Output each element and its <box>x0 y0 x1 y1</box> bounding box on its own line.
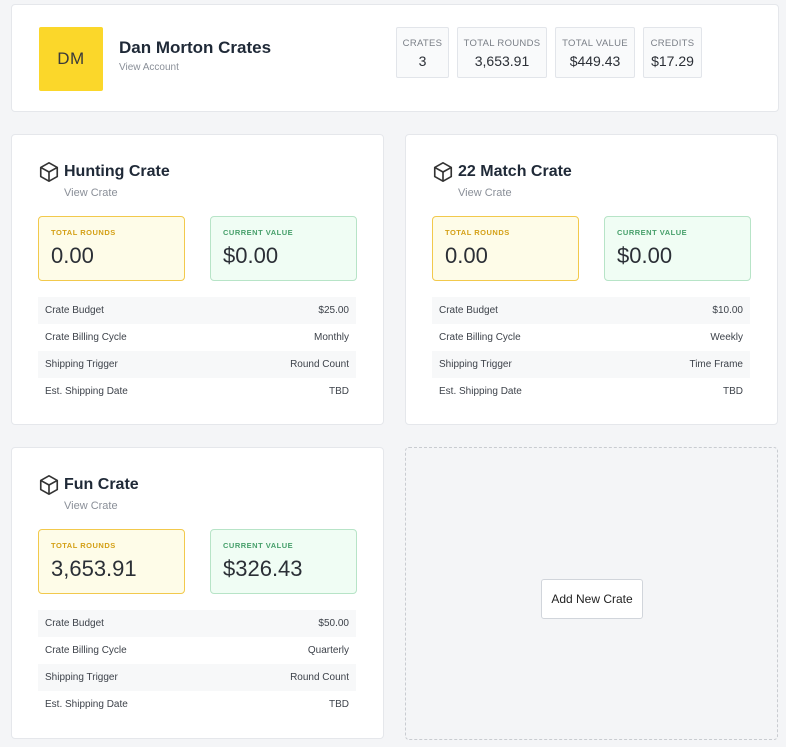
crate-title: 22 Match Crate <box>458 163 572 180</box>
detail-row: Est. Shipping Date TBD <box>38 691 356 718</box>
detail-row: Shipping Trigger Round Count <box>38 351 356 378</box>
current-value-box: CURRENT VALUE $326.43 <box>210 529 357 594</box>
crate-title-row: 22 Match Crate <box>432 161 572 183</box>
metric-label: CURRENT VALUE <box>617 228 688 237</box>
total-rounds-box: TOTAL ROUNDS 0.00 <box>38 216 185 281</box>
metric-value: $0.00 <box>617 243 673 268</box>
crate-details: Crate Budget $50.00 Crate Billing Cycle Qu… <box>38 610 356 718</box>
stat-label: TOTAL VALUE <box>562 38 628 49</box>
detail-label: Crate Billing Cycle <box>45 332 127 343</box>
detail-label: Crate Billing Cycle <box>45 645 127 656</box>
metric-label: TOTAL ROUNDS <box>445 228 510 237</box>
account-name: Dan Morton Crates <box>119 38 272 57</box>
metric-label: TOTAL ROUNDS <box>51 228 116 237</box>
detail-value: Quarterly <box>307 645 349 656</box>
detail-row: Est. Shipping Date TBD <box>432 378 750 405</box>
add-crate-slot: Add New Crate <box>405 447 778 740</box>
detail-row: Crate Billing Cycle Quarterly <box>38 637 356 664</box>
detail-value: Weekly <box>710 332 743 343</box>
crate-title-row: Hunting Crate <box>38 161 170 183</box>
metric-value: $0.00 <box>223 243 279 268</box>
view-crate-link[interactable]: View Crate <box>64 500 118 512</box>
view-crate-link[interactable]: View Crate <box>458 187 512 199</box>
metric-value: 0.00 <box>51 243 94 268</box>
crate-details: Crate Budget $25.00 Crate Billing Cycle Mo… <box>38 297 356 405</box>
detail-value: Round Count <box>290 672 349 683</box>
box-icon <box>39 475 59 495</box>
current-value-box: CURRENT VALUE $0.00 <box>604 216 751 281</box>
crate-details: Crate Budget $10.00 Crate Billing Cycle We… <box>432 297 750 405</box>
crate-title: Hunting Crate <box>64 163 170 180</box>
detail-value: TBD <box>329 386 349 397</box>
stat-label: CREDITS <box>650 38 695 49</box>
stat-credits: CREDITS $17.29 <box>643 27 702 78</box>
stat-value: $449.43 <box>569 53 621 69</box>
detail-row: Crate Budget $50.00 <box>38 610 356 637</box>
stat-crates: CRATES 3 <box>396 27 449 78</box>
detail-label: Est. Shipping Date <box>45 386 128 397</box>
detail-row: Crate Budget $25.00 <box>38 297 356 324</box>
detail-value: $50.00 <box>318 618 349 629</box>
detail-value: Time Frame <box>689 359 743 370</box>
detail-value: TBD <box>723 386 743 397</box>
account-header: DM Dan Morton Crates View Account CRATES… <box>11 4 779 112</box>
detail-label: Est. Shipping Date <box>439 386 522 397</box>
detail-row: Shipping Trigger Round Count <box>38 664 356 691</box>
add-new-crate-button[interactable]: Add New Crate <box>541 579 643 619</box>
stat-total-rounds: TOTAL ROUNDS 3,653.91 <box>457 27 547 78</box>
detail-label: Crate Budget <box>45 305 104 316</box>
avatar: DM <box>39 27 103 91</box>
stat-value: 3,653.91 <box>474 53 530 69</box>
detail-value: $10.00 <box>712 305 743 316</box>
detail-row: Crate Billing Cycle Weekly <box>432 324 750 351</box>
box-icon <box>39 162 59 182</box>
stat-label: TOTAL ROUNDS <box>463 38 541 49</box>
view-crate-link[interactable]: View Crate <box>64 187 118 199</box>
detail-row: Est. Shipping Date TBD <box>38 378 356 405</box>
detail-label: Est. Shipping Date <box>45 699 128 710</box>
current-value-box: CURRENT VALUE $0.00 <box>210 216 357 281</box>
detail-value: $25.00 <box>318 305 349 316</box>
crate-title-row: Fun Crate <box>38 474 139 496</box>
stat-value: 3 <box>418 53 427 69</box>
detail-value: Round Count <box>290 359 349 370</box>
metric-label: CURRENT VALUE <box>223 541 294 550</box>
crate-card-hunting: Hunting Crate View Crate TOTAL ROUNDS 0.… <box>11 134 384 425</box>
crate-title: Fun Crate <box>64 476 139 493</box>
total-rounds-box: TOTAL ROUNDS 0.00 <box>432 216 579 281</box>
view-account-link[interactable]: View Account <box>119 62 179 73</box>
stat-value: $17.29 <box>651 53 694 69</box>
total-rounds-box: TOTAL ROUNDS 3,653.91 <box>38 529 185 594</box>
metric-value: 0.00 <box>445 243 488 268</box>
detail-label: Shipping Trigger <box>439 359 512 370</box>
detail-row: Crate Budget $10.00 <box>432 297 750 324</box>
stat-label: CRATES <box>402 38 443 49</box>
detail-label: Shipping Trigger <box>45 672 118 683</box>
metric-label: CURRENT VALUE <box>223 228 294 237</box>
box-icon <box>433 162 453 182</box>
detail-row: Crate Billing Cycle Monthly <box>38 324 356 351</box>
metric-label: TOTAL ROUNDS <box>51 541 116 550</box>
detail-row: Shipping Trigger Time Frame <box>432 351 750 378</box>
detail-label: Shipping Trigger <box>45 359 118 370</box>
detail-value: Monthly <box>313 332 349 343</box>
metric-value: 3,653.91 <box>51 556 137 581</box>
detail-label: Crate Billing Cycle <box>439 332 521 343</box>
metric-value: $326.43 <box>223 556 303 581</box>
crate-card-22-match: 22 Match Crate View Crate TOTAL ROUNDS 0… <box>405 134 778 425</box>
detail-label: Crate Budget <box>45 618 104 629</box>
detail-value: TBD <box>329 699 349 710</box>
crate-card-fun: Fun Crate View Crate TOTAL ROUNDS 3,653.… <box>11 447 384 739</box>
detail-label: Crate Budget <box>439 305 498 316</box>
stat-total-value: TOTAL VALUE $449.43 <box>555 27 635 78</box>
